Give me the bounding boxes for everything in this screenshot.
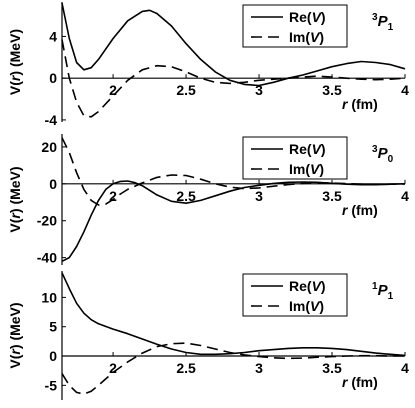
panel-1: 2 2.5 3 3.5 4 -4 0 4 V(r) (MeV) r (fm) Re(V) Im(V) 3…: [7, 2, 409, 128]
series-line-re: [61, 272, 406, 357]
x-axis-label: r (fm): [342, 374, 378, 390]
x-tick-label: 3.5: [322, 360, 342, 376]
y-tick-label: 0: [49, 70, 57, 86]
legend-label: Im(V): [289, 161, 324, 177]
legend-label: Im(V): [289, 298, 324, 314]
y-tick-label: 10: [41, 289, 57, 305]
x-tick-label: 3.5: [322, 82, 342, 98]
y-tick-label: -40: [37, 250, 57, 266]
legend-box: [242, 136, 348, 180]
state-label: 3P0: [372, 144, 394, 165]
x-tick-label: 2.5: [176, 82, 196, 98]
x-tick-label: 3: [255, 360, 263, 376]
x-tick-label: 2: [109, 82, 117, 98]
panel-3: 2 2.5 3 3.5 4 -5 0 5 10 V(r) (MeV) r (fm) Re(V) Im(V…: [7, 271, 409, 400]
series-line-im: [61, 39, 406, 118]
y-axis-label: V(r) (MeV): [7, 29, 23, 95]
x-tick-label: 4: [401, 360, 409, 376]
y-tick-label: 0: [49, 348, 57, 364]
x-tick-label: 2.5: [176, 360, 196, 376]
y-tick-label: 4: [49, 28, 57, 44]
series-line-re: [61, 2, 406, 87]
series-line-im: [61, 342, 405, 395]
y-tick-label: 5: [49, 319, 57, 335]
x-tick-label: 4: [401, 188, 409, 204]
x-axis-label: r (fm): [342, 202, 378, 218]
x-tick-label: 3.5: [322, 188, 342, 204]
x-tick-label: 2.5: [176, 188, 196, 204]
state-label: 1P1: [372, 281, 394, 302]
legend-label: Re(V): [289, 278, 326, 294]
panel-2: 2 2.5 3 3.5 4 -40 -20 0 20 V(r) (MeV) r (fm) Re(V) I…: [7, 134, 409, 266]
x-axis-label: r (fm): [342, 96, 378, 112]
x-tick-label: 2: [109, 188, 117, 204]
state-label: 3P1: [372, 12, 394, 33]
y-tick-label: -20: [37, 213, 57, 229]
legend-box: [242, 4, 348, 48]
legend-box: [242, 273, 348, 317]
y-axis-label: V(r) (MeV): [7, 302, 23, 368]
legend-label: Im(V): [289, 29, 324, 45]
y-tick-label: -5: [45, 377, 58, 393]
y-tick-label: 20: [41, 139, 57, 155]
y-tick-label: -4: [45, 112, 58, 128]
x-tick-label: 4: [401, 82, 409, 98]
legend-label: Re(V): [289, 141, 326, 157]
x-tick-label: 3: [255, 188, 263, 204]
legend-label: Re(V): [289, 9, 326, 25]
x-tick-label: 2: [109, 360, 117, 376]
y-axis-label: V(r) (MeV): [7, 166, 23, 232]
series-line-re: [61, 180, 406, 263]
series-line-im: [61, 137, 406, 206]
x-tick-label: 3: [255, 82, 263, 98]
y-tick-label: 0: [49, 176, 57, 192]
